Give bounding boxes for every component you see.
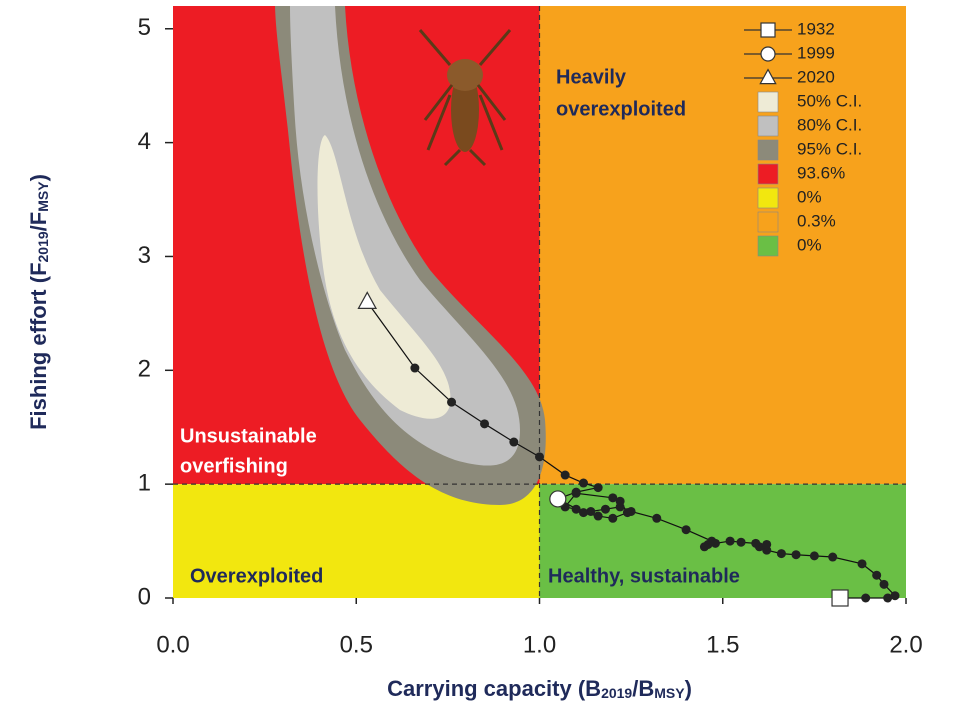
legend-label: 93.6% (797, 163, 845, 182)
trajectory-point (880, 580, 889, 589)
legend-swatch (758, 236, 778, 256)
annotation: Unsustainable (180, 425, 317, 447)
trajectory-point (535, 452, 544, 461)
trajectory-point (579, 508, 588, 517)
trajectory-point (480, 419, 489, 428)
legend-label: 95% C.I. (797, 139, 862, 158)
label-subscript: 2019 (601, 685, 632, 701)
trajectory-point (858, 559, 867, 568)
marker-circle (550, 491, 566, 507)
trajectory-point (810, 551, 819, 560)
trajectory-point (682, 525, 691, 534)
trajectory-point (737, 538, 746, 547)
y-tick-label: 5 (138, 14, 151, 41)
label-subscript: MSY (35, 181, 51, 212)
xlabel-axis-label: Carrying capacity (B2019/BMSY) (387, 676, 692, 701)
label-part: /F (26, 212, 51, 232)
annotation: Healthy, sustainable (548, 565, 740, 587)
trajectory-point (872, 571, 881, 580)
trajectory-point (572, 488, 581, 497)
legend-swatch (758, 92, 778, 112)
lobster-icon (402, 18, 528, 180)
trajectory-point (751, 539, 760, 548)
x-tick-label: 2.0 (889, 631, 922, 658)
marker-square (832, 590, 848, 606)
y-tick-label: 0 (138, 583, 151, 610)
legend-swatch (758, 116, 778, 136)
label-part: Carrying capacity (B (387, 676, 601, 701)
label-part: ) (685, 676, 692, 701)
y-tick-label: 1 (138, 469, 151, 496)
trajectory-point (828, 553, 837, 562)
trajectory-point (861, 594, 870, 603)
annotation: Overexploited (190, 565, 323, 587)
trajectory-point (608, 514, 617, 523)
trajectory-point (777, 549, 786, 558)
trajectory-point (707, 537, 716, 546)
legend-swatch (758, 212, 778, 232)
legend-label: 80% C.I. (797, 115, 862, 134)
trajectory-point (792, 550, 801, 559)
trajectory-point (579, 479, 588, 488)
trajectory-point (726, 537, 735, 546)
legend-swatch (758, 164, 778, 184)
trajectory-point (762, 540, 771, 549)
legend-label: 0% (797, 187, 822, 206)
legend-label: 1999 (797, 43, 835, 62)
legend-label: 0.3% (797, 211, 836, 230)
trajectory-point (891, 591, 900, 600)
legend-label: 2020 (797, 67, 835, 86)
marker-circle (761, 47, 775, 61)
trajectory-point (561, 471, 570, 480)
legend-label: 1932 (797, 19, 835, 38)
legend-label: 0% (797, 235, 822, 254)
trajectory-point (410, 364, 419, 373)
y-tick-label: 3 (138, 242, 151, 269)
chart: 0.0 0.5 1.0 1.5 2.0 0 1 2 3 4 5 Carrying capacity (… (0, 0, 953, 715)
trajectory-point (616, 497, 625, 506)
legend-swatch (758, 188, 778, 208)
ylabel-axis-label: Fishing effort (F2019/FMSY) (26, 174, 51, 430)
x-tick-label: 0.5 (340, 631, 373, 658)
trajectory-point (601, 505, 610, 514)
trajectory-point (447, 398, 456, 407)
label-subscript: 2019 (35, 231, 51, 262)
annotation: overfishing (180, 455, 288, 477)
annotation: overexploited (556, 98, 686, 120)
trajectory-point (623, 508, 632, 517)
trajectory-point (700, 542, 709, 551)
x-tick-label: 1.0 (523, 631, 556, 658)
label-subscript: MSY (654, 685, 685, 701)
trajectory-point (509, 438, 518, 447)
trajectory-point (652, 514, 661, 523)
legend-label: 50% C.I. (797, 91, 862, 110)
trajectory-point (594, 512, 603, 521)
label-part: /B (632, 676, 654, 701)
y-tick-label: 4 (138, 128, 151, 155)
trajectory-point (594, 483, 603, 492)
x-tick-label: 1.5 (706, 631, 739, 658)
legend-swatch (758, 140, 778, 160)
x-tick-label: 0.0 (156, 631, 189, 658)
label-part: ) (26, 174, 51, 181)
annotation: Heavily (556, 66, 627, 88)
y-tick-label: 2 (138, 356, 151, 383)
label-part: Fishing effort (F (26, 262, 51, 429)
marker-square (761, 23, 775, 37)
